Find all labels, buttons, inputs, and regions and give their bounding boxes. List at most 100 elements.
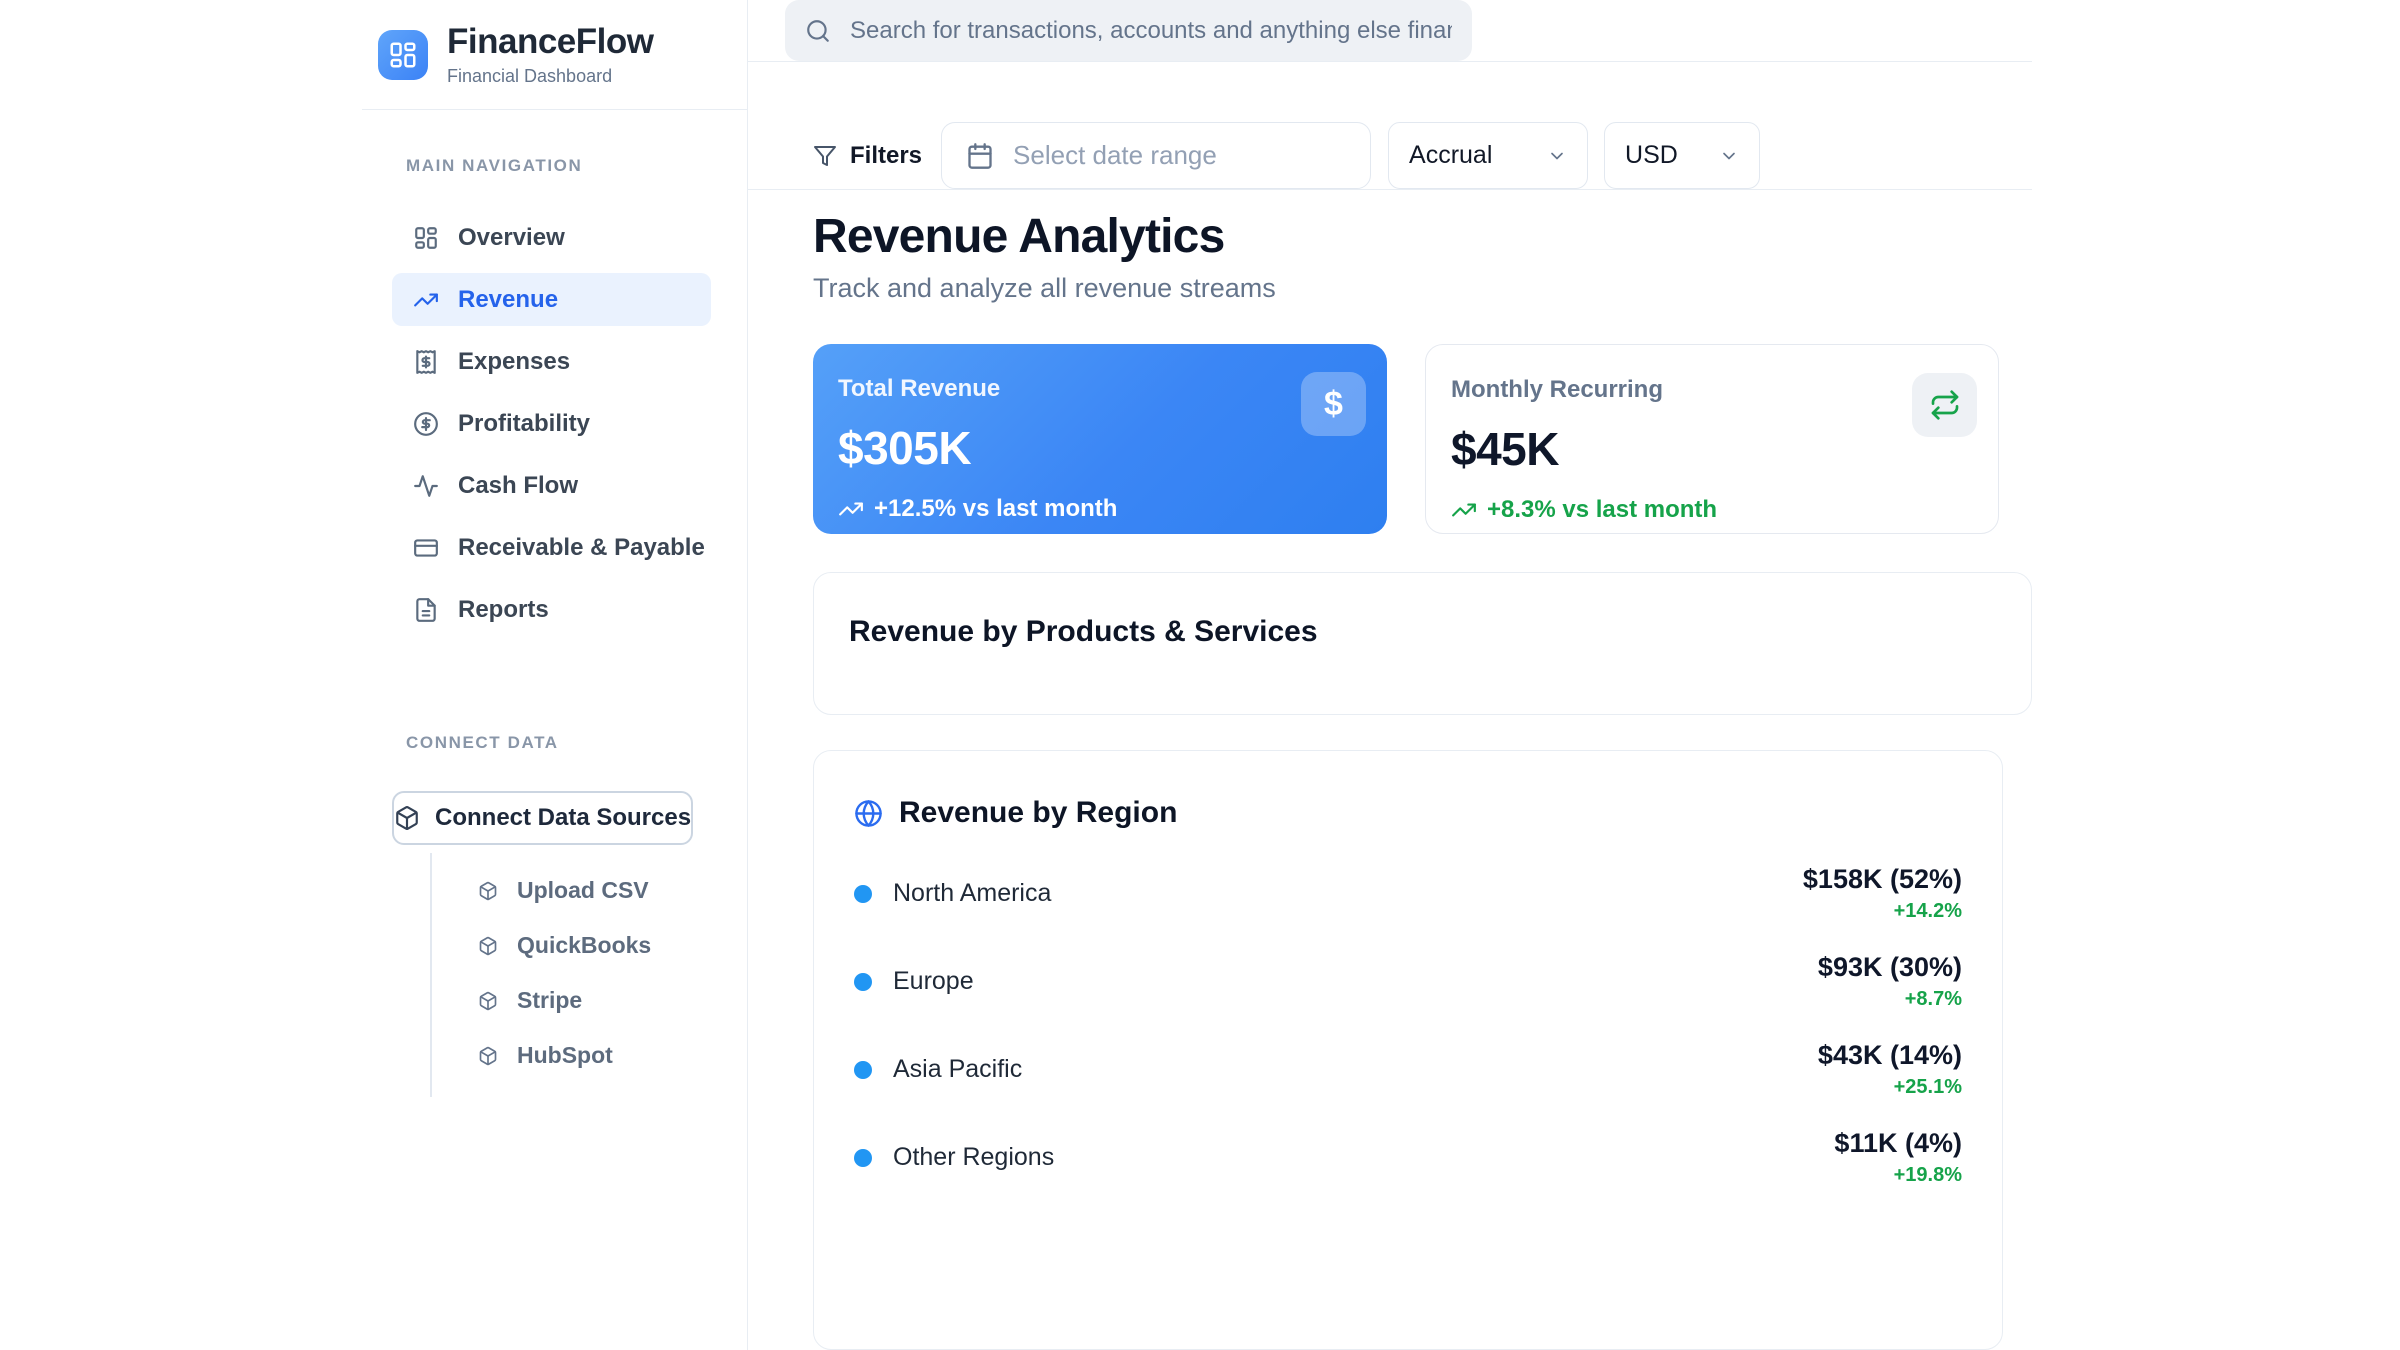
search-icon bbox=[805, 18, 831, 44]
filters-button[interactable]: Filters bbox=[813, 122, 922, 189]
cube-icon bbox=[478, 991, 498, 1011]
chevron-down-icon bbox=[1719, 146, 1739, 166]
region-value: $93K (30%) bbox=[1817, 952, 1962, 982]
app-root: FinanceFlow Financial Dashboard MAIN NAV… bbox=[362, 0, 2032, 1350]
sidebar: FinanceFlow Financial Dashboard MAIN NAV… bbox=[362, 0, 748, 1350]
total-revenue-card: Total Revenue $305K +12.5% vs last month… bbox=[813, 344, 1387, 534]
region-list: North America $158K (52%) +14.2% Europe bbox=[814, 864, 2002, 1187]
cube-icon bbox=[478, 1046, 498, 1066]
stat-change-text: +12.5% vs last month bbox=[874, 495, 1118, 522]
source-item-stripe[interactable]: Stripe bbox=[432, 973, 747, 1028]
trending-up-icon bbox=[838, 496, 864, 522]
monthly-recurring-card: Monthly Recurring $45K +8.3% vs last mon… bbox=[1425, 344, 1999, 534]
sidebar-item-revenue[interactable]: Revenue bbox=[392, 273, 711, 326]
sidebar-item-label: Cash Flow bbox=[458, 471, 579, 499]
source-item-label: Upload CSV bbox=[517, 877, 649, 903]
stat-value: $305K bbox=[838, 422, 972, 474]
sidebar-item-cash-flow[interactable]: Cash Flow bbox=[392, 459, 711, 512]
region-change: +14.2% bbox=[1893, 900, 1962, 922]
brand: FinanceFlow Financial Dashboard bbox=[362, 0, 747, 110]
sidebar-item-label: Expenses bbox=[458, 347, 571, 375]
trending-up-icon bbox=[413, 287, 439, 313]
search-box[interactable] bbox=[785, 0, 1472, 61]
receipt-icon bbox=[413, 349, 439, 375]
revenue-by-region-card: Revenue by Region North America $158K (5… bbox=[813, 750, 2003, 1350]
repeat-icon bbox=[1912, 373, 1977, 437]
page-content: Revenue Analytics Track and analyze all … bbox=[748, 190, 2032, 1350]
sidebar-item-label: Revenue bbox=[458, 285, 559, 313]
sidebar-item-label: Receivable & Payable bbox=[458, 533, 705, 561]
brand-logo-icon bbox=[378, 29, 428, 80]
currency-select[interactable]: USD bbox=[1604, 122, 1761, 189]
region-name: Asia Pacific bbox=[893, 1055, 1023, 1083]
region-change: +19.8% bbox=[1893, 1164, 1962, 1186]
search-input[interactable] bbox=[850, 16, 1452, 45]
sidebar-item-overview[interactable]: Overview bbox=[392, 211, 711, 264]
region-row-asia-pacific: Asia Pacific $43K (14%) +25.1% bbox=[854, 1040, 1962, 1099]
topbar bbox=[748, 0, 2032, 62]
page-subtitle: Track and analyze all revenue streams bbox=[813, 273, 1276, 303]
globe-icon bbox=[854, 799, 883, 828]
region-value: $158K (52%) bbox=[1802, 864, 1962, 894]
region-change: +25.1% bbox=[1893, 1076, 1962, 1098]
region-change: +8.7% bbox=[1904, 988, 1962, 1010]
funnel-icon bbox=[813, 144, 837, 168]
sidebar-item-reports[interactable]: Reports bbox=[392, 583, 711, 636]
stat-change-text: +8.3% vs last month bbox=[1487, 496, 1718, 523]
accounting-basis-value: Accrual bbox=[1409, 141, 1493, 169]
region-dot bbox=[854, 972, 872, 991]
source-item-upload-csv[interactable]: Upload CSV bbox=[432, 863, 747, 918]
main-navigation: Overview Revenue Expenses Profitability … bbox=[392, 211, 711, 636]
cube-icon bbox=[394, 805, 420, 831]
dollar-icon: $ bbox=[1301, 372, 1366, 436]
sidebar-item-label: Overview bbox=[458, 223, 565, 251]
cube-icon bbox=[478, 881, 498, 901]
cube-icon bbox=[478, 936, 498, 956]
region-row-europe: Europe $93K (30%) +8.7% bbox=[854, 952, 1962, 1011]
region-card-title: Revenue by Region bbox=[899, 796, 1178, 829]
sidebar-item-receivable-payable[interactable]: Receivable & Payable bbox=[392, 521, 711, 574]
file-text-icon bbox=[413, 597, 439, 623]
region-name: Other Regions bbox=[893, 1143, 1055, 1171]
sidebar-item-label: Reports bbox=[458, 595, 549, 623]
data-sources-list: Upload CSV QuickBooks Stripe HubSpot bbox=[430, 853, 747, 1097]
stat-label: Total Revenue bbox=[838, 375, 1001, 402]
date-range-placeholder: Select date range bbox=[1013, 140, 1217, 170]
chevron-down-icon bbox=[1547, 146, 1567, 166]
brand-name: FinanceFlow bbox=[447, 22, 654, 61]
products-card-title: Revenue by Products & Services bbox=[849, 615, 1318, 648]
revenue-products-services-card: Revenue by Products & Services bbox=[813, 572, 2032, 715]
region-dot bbox=[854, 1060, 872, 1079]
activity-icon bbox=[413, 473, 439, 499]
region-name: Europe bbox=[893, 967, 974, 995]
stat-change: +8.3% vs last month bbox=[1451, 496, 1998, 524]
stat-value: $45K bbox=[1451, 423, 1559, 475]
source-item-label: HubSpot bbox=[517, 1042, 613, 1068]
stat-cards-row: Total Revenue $305K +12.5% vs last month… bbox=[813, 344, 2032, 534]
source-item-hubspot[interactable]: HubSpot bbox=[432, 1028, 747, 1083]
credit-card-icon bbox=[413, 535, 439, 561]
filter-bar: Filters Select date range Accrual USD bbox=[748, 62, 2032, 190]
stat-label: Monthly Recurring bbox=[1451, 376, 1664, 403]
source-item-quickbooks[interactable]: QuickBooks bbox=[432, 918, 747, 973]
region-name: North America bbox=[893, 879, 1052, 907]
connect-data-sources-button[interactable]: Connect Data Sources bbox=[392, 791, 694, 845]
sidebar-item-label: Profitability bbox=[458, 409, 591, 437]
sidebar-item-expenses[interactable]: Expenses bbox=[392, 335, 711, 388]
currency-value: USD bbox=[1625, 141, 1678, 169]
region-value: $43K (14%) bbox=[1817, 1040, 1962, 1070]
connect-button-label: Connect Data Sources bbox=[435, 804, 692, 831]
region-row-other-regions: Other Regions $11K (4%) +19.8% bbox=[854, 1128, 1962, 1187]
filters-label: Filters bbox=[850, 141, 923, 169]
accounting-basis-select[interactable]: Accrual bbox=[1388, 122, 1589, 189]
region-value: $11K (4%) bbox=[1834, 1128, 1962, 1158]
source-item-label: Stripe bbox=[517, 987, 583, 1013]
date-range-input[interactable]: Select date range bbox=[941, 122, 1372, 189]
main-area: Filters Select date range Accrual USD Re… bbox=[748, 0, 2032, 1350]
region-dot bbox=[854, 884, 872, 903]
sidebar-item-profitability[interactable]: Profitability bbox=[392, 397, 711, 450]
grid-icon bbox=[413, 225, 439, 251]
nav-section-label: MAIN NAVIGATION bbox=[406, 156, 583, 175]
region-row-north-america: North America $158K (52%) +14.2% bbox=[854, 864, 1962, 923]
region-dot bbox=[854, 1148, 872, 1167]
